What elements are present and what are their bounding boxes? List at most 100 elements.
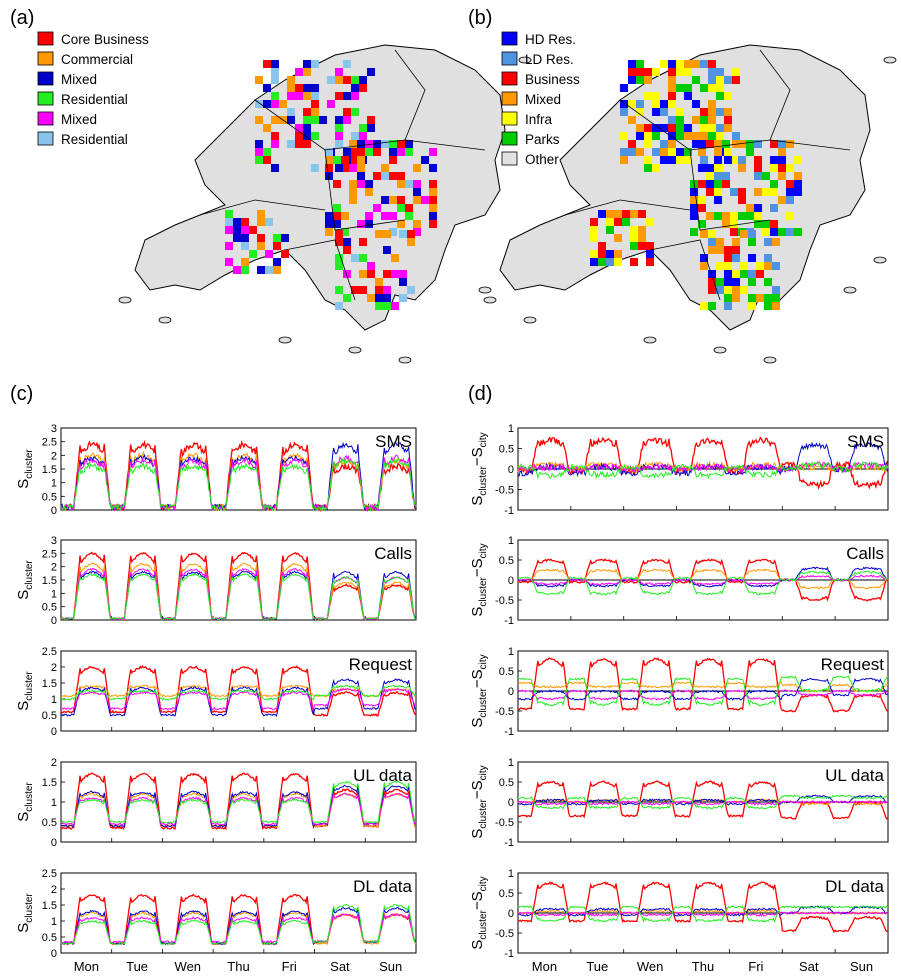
map-b-cell xyxy=(754,172,762,180)
map-b-cell xyxy=(630,234,638,242)
map-b-cell xyxy=(716,92,724,100)
map-a-cell xyxy=(373,140,381,148)
series-line xyxy=(60,906,417,946)
map-a-cell xyxy=(399,294,407,302)
map-a-cell xyxy=(263,148,271,156)
y-tick-label: 1 xyxy=(508,646,514,658)
map-b-cell xyxy=(590,218,598,226)
series-line xyxy=(517,570,889,596)
map-b-cell xyxy=(646,242,654,250)
map-b-cell xyxy=(770,188,778,196)
map-a-cell xyxy=(359,76,367,84)
series-line xyxy=(517,675,889,707)
map-b-cell xyxy=(772,294,780,302)
legend-a-label: Residential xyxy=(61,132,128,147)
map-b-cell xyxy=(714,140,722,148)
map-b-cell xyxy=(756,294,764,302)
map-a-cell xyxy=(397,196,405,204)
map-b-cell xyxy=(614,218,622,226)
map-a-district-borders xyxy=(199,49,486,301)
map-b-cell xyxy=(708,238,716,246)
map-a-cell xyxy=(351,76,359,84)
map-land-use xyxy=(483,44,897,364)
map-a-cell xyxy=(257,218,265,226)
map-b-cell xyxy=(690,188,698,196)
map-b-cell xyxy=(644,124,652,132)
map-b-cell xyxy=(614,250,622,258)
map-b-cell xyxy=(628,60,636,68)
chart-c-ul-data: 0 0.5 1 1.5 2 UL data Scluster xyxy=(15,757,417,849)
map-a-cell xyxy=(429,148,437,156)
map-b-district-border xyxy=(649,239,721,301)
legend-b-label: Mixed xyxy=(525,92,561,107)
map-a-cell xyxy=(335,132,343,140)
legend-b-label: HD Res. xyxy=(525,32,576,47)
series-line xyxy=(517,881,889,934)
y-tick-label: -0.5 xyxy=(495,485,514,497)
map-a-island xyxy=(348,346,362,354)
map-b-cell xyxy=(706,212,714,220)
map-b-cell xyxy=(698,140,706,148)
map-a-cell xyxy=(391,270,399,278)
map-b-cell xyxy=(684,84,692,92)
map-a-cell xyxy=(349,180,357,188)
legend-a-swatch xyxy=(37,131,54,146)
map-b-cell xyxy=(708,124,716,132)
map-b-cell xyxy=(794,228,802,236)
legend-b-label: LD Res. xyxy=(525,52,574,67)
map-b-cell xyxy=(652,100,660,108)
map-b-cell xyxy=(708,302,716,310)
legend-b-label: Other xyxy=(525,152,559,167)
map-b-cell xyxy=(748,270,756,278)
map-a-cell xyxy=(389,196,397,204)
map-b-cell xyxy=(724,108,732,116)
map-b-cell xyxy=(698,148,706,156)
y-tick-label: 0 xyxy=(51,505,57,517)
map-b-cell xyxy=(732,68,740,76)
map-b-cell xyxy=(684,132,692,140)
map-a-cell xyxy=(429,204,437,212)
map-a-cell xyxy=(341,212,349,220)
map-a-cell xyxy=(429,180,437,188)
map-a-cell xyxy=(343,238,351,246)
map-b-cell xyxy=(732,238,740,246)
map-a-island xyxy=(518,56,532,64)
map-b-cell xyxy=(754,140,762,148)
map-b-cell xyxy=(700,60,708,68)
map-a-cell xyxy=(359,84,367,92)
map-b-cell xyxy=(708,116,716,124)
series-line xyxy=(60,572,417,621)
map-a-cell xyxy=(405,204,413,212)
y-tick-label: -1 xyxy=(504,615,514,627)
map-b-cell xyxy=(646,250,654,258)
x-tick-label: Sun xyxy=(850,959,873,974)
map-a-cell xyxy=(271,100,279,108)
map-a-cell xyxy=(383,286,391,294)
y-tick-label: 1 xyxy=(508,868,514,880)
map-a-cell xyxy=(241,234,249,242)
map-b-cell xyxy=(644,68,652,76)
legend-a-swatch xyxy=(37,111,54,126)
map-a-cell xyxy=(295,68,303,76)
y-tick-label: -0.5 xyxy=(495,817,514,829)
map-b-cell xyxy=(762,172,770,180)
map-b-cell xyxy=(770,220,778,228)
legend-b-label: Business xyxy=(525,72,580,87)
y-tick-label: -0.5 xyxy=(495,595,514,607)
map-a-cell xyxy=(397,140,405,148)
map-a-district-border xyxy=(254,99,486,151)
map-b-cell xyxy=(698,220,706,228)
map-b-cell xyxy=(716,262,724,270)
map-a-cell xyxy=(405,180,413,188)
map-b-cell xyxy=(660,108,668,116)
map-a-cell xyxy=(303,108,311,116)
map-a-cell xyxy=(373,204,381,212)
map-a-cell xyxy=(311,132,319,140)
map-b-cell xyxy=(724,246,732,254)
map-b-cell xyxy=(676,116,684,124)
map-b-cell xyxy=(716,108,724,116)
map-a-cell xyxy=(381,172,389,180)
map-b-cell xyxy=(714,172,722,180)
map-b-cell xyxy=(606,226,614,234)
map-b-cell xyxy=(786,188,794,196)
